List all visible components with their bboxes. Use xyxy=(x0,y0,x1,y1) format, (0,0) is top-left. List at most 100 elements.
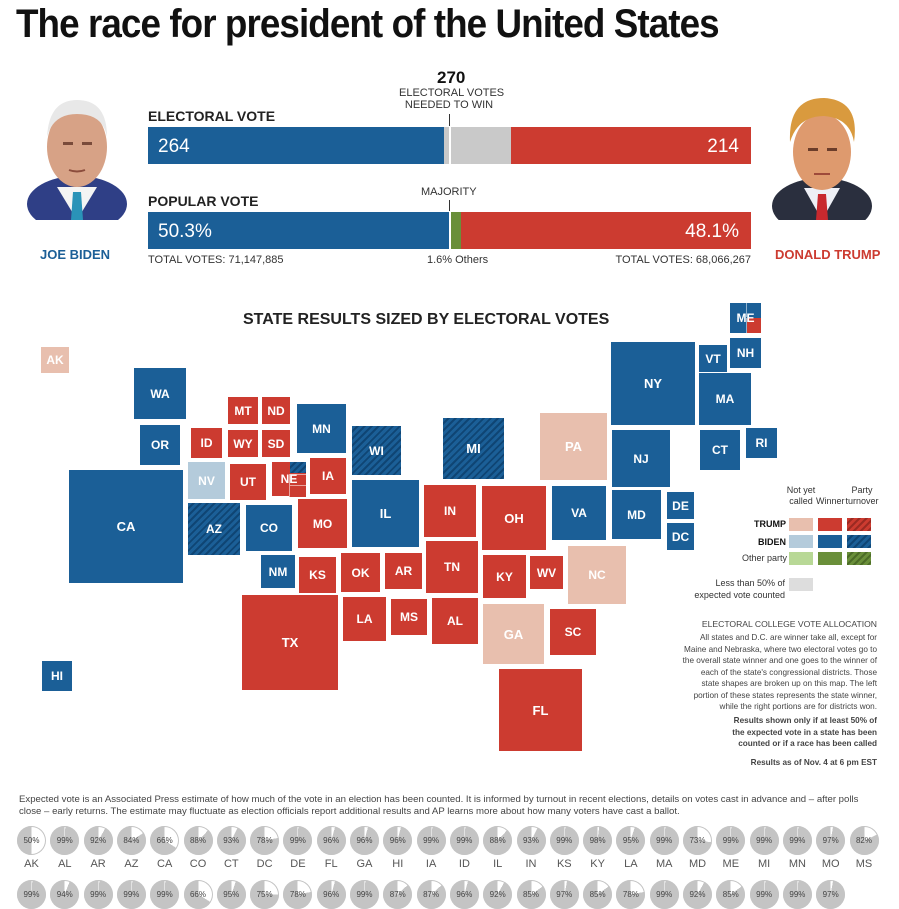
expected-vote-state-label: CO xyxy=(189,858,207,870)
expected-vote-state-label: MS xyxy=(855,858,873,870)
state-tile-dc[interactable]: DC xyxy=(667,523,694,550)
state-tile-sc[interactable]: SC xyxy=(550,609,596,655)
state-label: MA xyxy=(715,392,735,406)
expected-vote-state-label: ID xyxy=(458,858,470,870)
expected-vote-state-label: FL xyxy=(324,858,338,870)
state-tile-tn[interactable]: TN xyxy=(426,541,478,593)
legend-biden-winner xyxy=(818,535,842,548)
expected-vote-pie: 99% xyxy=(449,826,479,855)
state-label: IN xyxy=(444,504,456,518)
expected-vote-pie: 99% xyxy=(416,826,446,855)
state-tile-id[interactable]: ID xyxy=(191,428,222,458)
state-label: KS xyxy=(309,568,326,582)
state-tile-md[interactable]: MD xyxy=(612,490,661,539)
expected-vote-state-label: CA xyxy=(157,858,173,870)
state-tile-vt[interactable]: VT xyxy=(699,345,727,372)
state-tile-ar[interactable]: AR xyxy=(385,553,422,589)
state-tile-mi[interactable]: MI xyxy=(443,418,504,479)
state-label: SD xyxy=(267,436,285,451)
legend-other-not-called xyxy=(789,552,813,565)
state-tile-az[interactable]: AZ xyxy=(188,503,240,555)
state-tile-ky[interactable]: KY xyxy=(483,555,526,598)
state-tile-sd[interactable]: SD xyxy=(262,430,290,457)
expected-vote-state-label: MD xyxy=(688,858,707,870)
state-label: RI xyxy=(755,436,768,450)
state-tile-nv[interactable]: NV xyxy=(188,462,225,499)
state-tile-ny[interactable]: NY xyxy=(611,342,695,425)
state-label: MO xyxy=(312,516,333,531)
state-tile-nh[interactable]: NH xyxy=(730,338,761,368)
biden-portrait-icon xyxy=(27,92,127,232)
expected-vote-state-label: AR xyxy=(90,858,106,870)
state-label: IL xyxy=(379,506,392,521)
state-tile-tx[interactable]: TX xyxy=(242,595,338,690)
state-tile-nj[interactable]: NJ xyxy=(612,430,670,487)
state-tile-ca[interactable]: CA xyxy=(69,470,183,583)
state-tile-ms[interactable]: MS xyxy=(391,599,427,635)
expected-vote-pie: 99% xyxy=(350,880,379,909)
state-tile-oh[interactable]: OH xyxy=(482,486,546,550)
state-tile-va[interactable]: VA xyxy=(552,486,606,540)
results-shown-line: counted or if a race has been called xyxy=(738,739,877,748)
state-tile-al[interactable]: AL xyxy=(432,598,478,644)
state-tile-ok[interactable]: OK xyxy=(341,553,380,592)
legend-row-biden: BIDEN xyxy=(758,537,787,547)
expected-vote-state-label: HI xyxy=(392,858,404,870)
expected-vote-pie: 85% xyxy=(583,880,613,909)
state-tile-me[interactable]: ME xyxy=(730,303,761,333)
allocation-line: state shapes are broken up on this map. … xyxy=(701,679,877,688)
state-tile-wi[interactable]: WI xyxy=(352,426,401,475)
allocation-line: Maine and Nebraska, where two electoral … xyxy=(684,644,877,654)
electoral-bar: 264 214 xyxy=(148,127,751,164)
state-tile-or[interactable]: OR xyxy=(140,425,180,465)
state-tile-in[interactable]: IN xyxy=(424,485,476,537)
state-tile-ks[interactable]: KS xyxy=(299,557,336,593)
state-tile-ga[interactable]: GA xyxy=(483,604,544,664)
state-label: MN xyxy=(312,421,331,436)
state-label: WY xyxy=(233,436,253,451)
state-tile-nc[interactable]: NC xyxy=(568,546,626,604)
state-tile-ak[interactable]: AK xyxy=(41,347,69,373)
allocation-body: All states and D.C. are winner take all,… xyxy=(637,632,877,713)
state-tile-nd[interactable]: ND xyxy=(262,397,290,424)
expected-vote-pie: 97% xyxy=(549,880,579,909)
expected-vote-state-label: AZ xyxy=(124,858,139,870)
expected-vote-state-label: ME xyxy=(722,858,740,870)
state-label: CO xyxy=(260,521,278,535)
state-tile-ma[interactable]: MA xyxy=(699,373,751,425)
state-label: OH xyxy=(504,510,524,526)
expected-vote-pie: 99% xyxy=(17,880,46,909)
state-tile-ri[interactable]: RI xyxy=(746,428,777,458)
state-tile-nm[interactable]: NM xyxy=(261,555,295,588)
state-tile-wy[interactable]: WY xyxy=(228,430,258,457)
state-tile-mo[interactable]: MO xyxy=(298,499,347,548)
state-tile-ct[interactable]: CT xyxy=(700,430,740,470)
state-tile-ia[interactable]: IA xyxy=(310,458,346,494)
expected-vote-pie: 84% xyxy=(116,826,146,855)
state-tile-co[interactable]: CO xyxy=(246,505,292,551)
state-tile-mt[interactable]: MT xyxy=(228,397,258,424)
expected-vote-state-label: DE xyxy=(290,858,306,870)
me-district-1 xyxy=(746,303,761,317)
expected-vote-pie: 99% xyxy=(549,826,579,855)
state-label: NJ xyxy=(633,451,649,466)
state-tile-fl[interactable]: FL xyxy=(499,669,582,751)
expected-vote-state-label: LA xyxy=(624,858,638,870)
state-tile-il[interactable]: IL xyxy=(352,480,419,547)
state-label: WI xyxy=(369,443,384,458)
state-tile-hi[interactable]: HI xyxy=(42,661,72,691)
ne-district-2 xyxy=(290,462,306,473)
state-tile-ne[interactable]: NE xyxy=(272,462,306,497)
state-tile-ut[interactable]: UT xyxy=(230,464,266,500)
state-tile-wa[interactable]: WA xyxy=(134,368,186,419)
state-tile-wv[interactable]: WV xyxy=(530,556,563,589)
state-label: UT xyxy=(240,475,256,489)
state-tile-la[interactable]: LA xyxy=(343,597,386,641)
expected-vote-pie: 96% xyxy=(383,826,413,855)
state-tile-mn[interactable]: MN xyxy=(297,404,346,453)
expected-vote-pie: 87% xyxy=(383,880,413,909)
expected-vote-pie: 87% xyxy=(416,880,446,909)
state-label: OR xyxy=(151,438,169,452)
state-tile-de[interactable]: DE xyxy=(667,492,694,519)
state-tile-pa[interactable]: PA xyxy=(540,413,607,480)
